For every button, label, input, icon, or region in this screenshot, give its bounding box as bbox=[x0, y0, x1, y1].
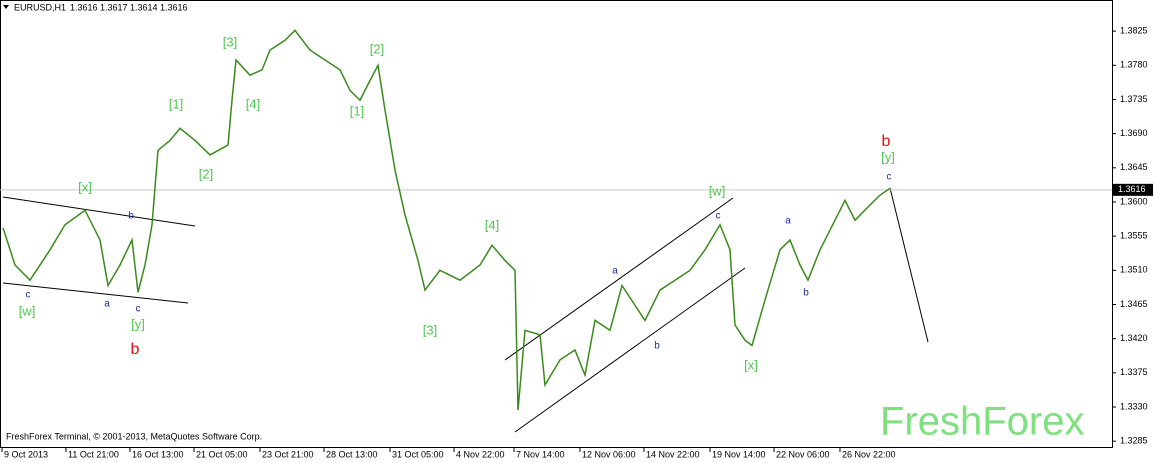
y-tick-label: 1.3375 bbox=[1120, 367, 1148, 377]
price-marker bbox=[1113, 183, 1153, 196]
wave-label: b bbox=[803, 288, 809, 299]
x-tick-label: 7 Nov 14:00 bbox=[516, 449, 565, 459]
ohlc-value: 1.3614 bbox=[130, 2, 158, 12]
wave-label: [x] bbox=[744, 357, 758, 372]
x-tick-label: 23 Oct 21:00 bbox=[262, 449, 314, 459]
y-tick-label: 1.3690 bbox=[1120, 128, 1148, 138]
x-tick-label: 19 Nov 14:00 bbox=[712, 449, 766, 459]
symbol-icon bbox=[3, 5, 9, 9]
wave-label: c bbox=[26, 290, 31, 301]
y-tick-label: 1.3735 bbox=[1120, 94, 1148, 104]
wave-label: b bbox=[131, 341, 140, 358]
wave-label: [w] bbox=[19, 303, 36, 318]
price-line-series bbox=[2, 29, 891, 411]
wave-label: [x] bbox=[78, 179, 92, 194]
wave-label: c bbox=[887, 172, 892, 183]
wave-label: a bbox=[104, 299, 110, 310]
x-tick-label: 28 Oct 13:00 bbox=[326, 449, 378, 459]
y-tick-label: 1.3420 bbox=[1120, 333, 1148, 343]
wave-label: [w] bbox=[709, 183, 726, 198]
x-tick-label: 21 Oct 05:00 bbox=[196, 449, 248, 459]
channel-line bbox=[504, 197, 734, 361]
x-tick-label: 12 Nov 06:00 bbox=[582, 449, 636, 459]
x-tick-label: 16 Oct 13:00 bbox=[132, 449, 184, 459]
channel-line bbox=[2, 196, 196, 227]
wave-label: [4] bbox=[246, 96, 260, 111]
y-tick-label: 1.3285 bbox=[1120, 436, 1148, 446]
x-tick-label: 26 Nov 22:00 bbox=[842, 449, 896, 459]
wave-label: b bbox=[654, 341, 660, 352]
wave-label: [y] bbox=[881, 149, 895, 164]
plot-frame bbox=[0, 0, 1113, 448]
y-tick-label: 1.3510 bbox=[1120, 265, 1148, 275]
y-tick-label: 1.3825 bbox=[1120, 26, 1148, 36]
wave-label: [2] bbox=[199, 166, 213, 181]
ohlc-value: 1.3616 bbox=[70, 2, 98, 12]
x-tick-label: 31 Oct 05:00 bbox=[392, 449, 444, 459]
wave-label: b bbox=[882, 133, 891, 150]
channel-line bbox=[2, 282, 189, 304]
wave-label: [4] bbox=[485, 217, 499, 232]
wave-label: a bbox=[785, 216, 791, 227]
y-tick-label: 1.3465 bbox=[1120, 299, 1148, 309]
forecast-line bbox=[889, 187, 929, 343]
y-tick-label: 1.3555 bbox=[1120, 231, 1148, 241]
wave-label: [1] bbox=[350, 103, 364, 118]
wave-label: [2] bbox=[370, 41, 384, 56]
y-tick-label: 1.3780 bbox=[1120, 60, 1148, 70]
x-tick-label: 9 Oct 2013 bbox=[4, 449, 48, 459]
wave-label: c bbox=[716, 211, 721, 222]
wave-label: [3] bbox=[223, 34, 237, 49]
symbol: EURUSD,H1 bbox=[14, 2, 66, 12]
price-marker-label: 1.3616 bbox=[1118, 184, 1146, 194]
y-tick-label: 1.3330 bbox=[1120, 401, 1148, 411]
x-tick-label: 14 Nov 22:00 bbox=[646, 449, 700, 459]
x-tick-label: 22 Nov 06:00 bbox=[776, 449, 830, 459]
wave-label: a bbox=[612, 266, 618, 277]
y-tick-label: 1.3645 bbox=[1120, 162, 1148, 172]
x-tick-label: 4 Nov 22:00 bbox=[456, 449, 505, 459]
watermark: FreshForex bbox=[880, 400, 1085, 444]
x-tick-label: 11 Oct 21:00 bbox=[68, 449, 119, 459]
wave-label: c bbox=[136, 304, 141, 315]
wave-label: [1] bbox=[169, 96, 183, 111]
footer: FreshForex Terminal, © 2001-2013, MetaQu… bbox=[6, 431, 262, 441]
wave-label: b bbox=[128, 211, 134, 222]
ohlc-value: 1.3617 bbox=[100, 2, 128, 12]
wave-label: [y] bbox=[131, 316, 145, 331]
wave-label: [3] bbox=[423, 322, 437, 337]
channel-line bbox=[514, 267, 746, 433]
ohlc-value: 1.3616 bbox=[160, 2, 188, 12]
y-tick-label: 1.3600 bbox=[1120, 196, 1148, 206]
